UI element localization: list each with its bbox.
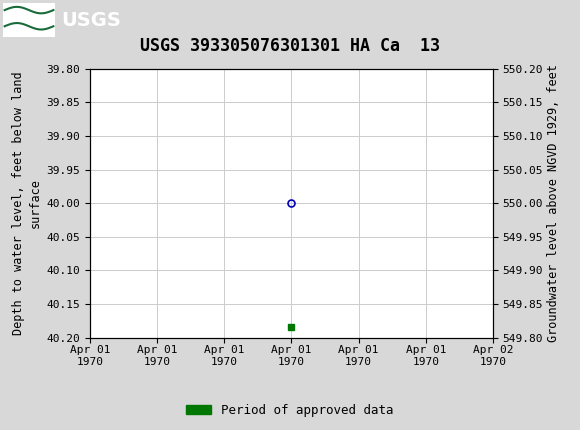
Legend: Period of approved data: Period of approved data <box>181 399 399 421</box>
Text: USGS: USGS <box>61 11 121 30</box>
Y-axis label: Groundwater level above NGVD 1929, feet: Groundwater level above NGVD 1929, feet <box>548 64 560 342</box>
Text: USGS 393305076301301 HA Ca  13: USGS 393305076301301 HA Ca 13 <box>140 37 440 55</box>
Bar <box>3 3 55 37</box>
Y-axis label: Depth to water level, feet below land
surface: Depth to water level, feet below land su… <box>12 71 42 335</box>
